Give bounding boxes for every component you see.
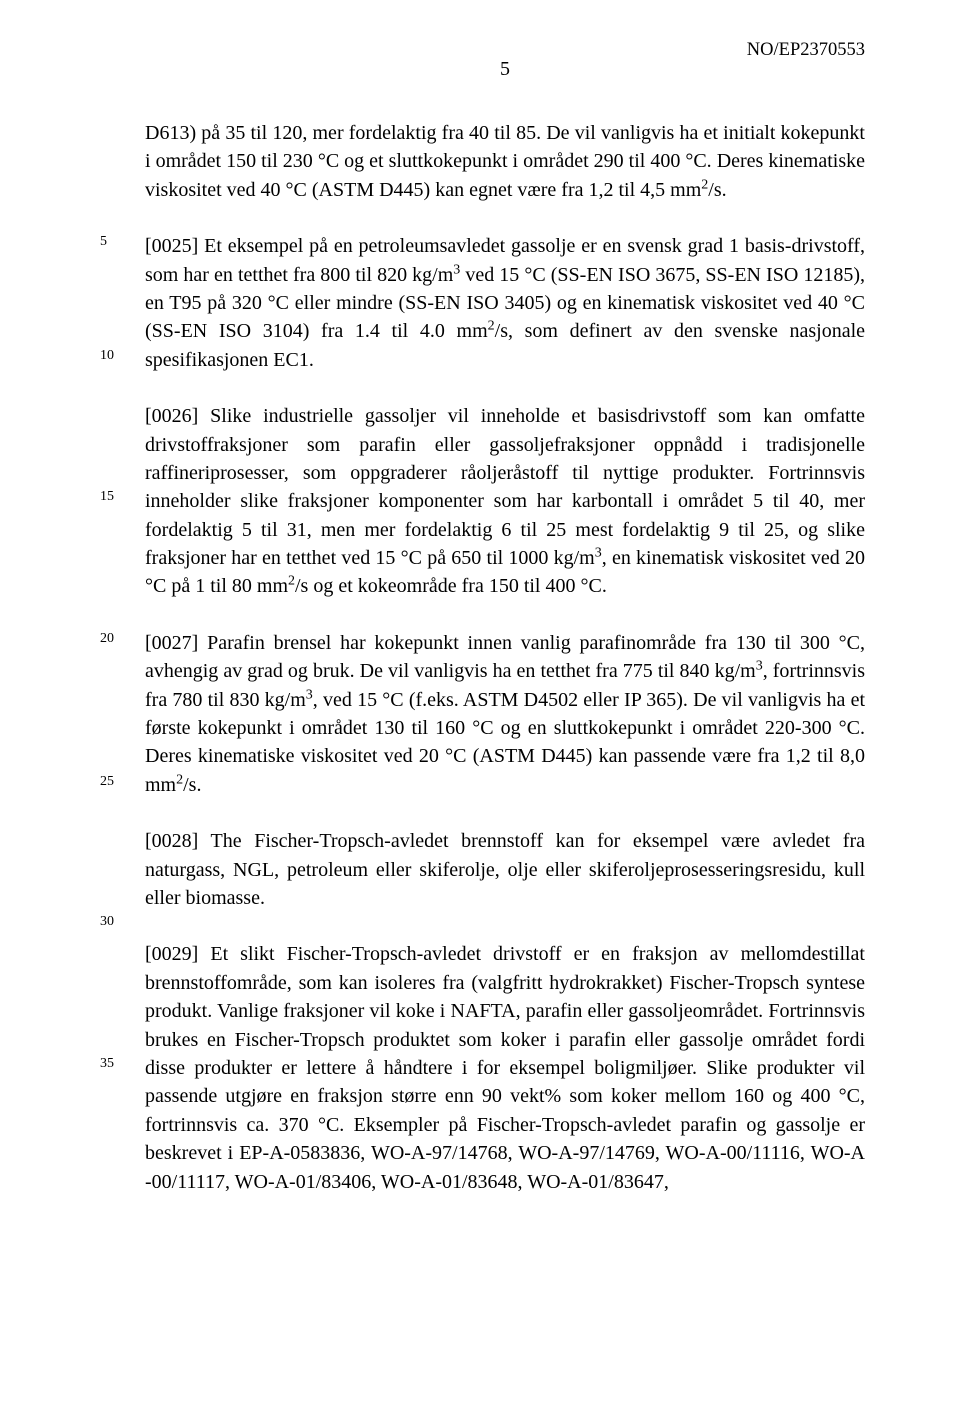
text: [0028] The Fischer-Tropsch-avledet brenn…	[145, 830, 865, 909]
paragraph-3: [0026] Slike industrielle gassoljer vil …	[145, 402, 865, 601]
line-number: 15	[100, 487, 114, 507]
superscript: 3	[306, 687, 313, 702]
text: [0029] Et slikt Fischer-Tropsch-avledet …	[145, 943, 865, 1192]
paragraph-5: [0028] The Fischer-Tropsch-avledet brenn…	[145, 827, 865, 912]
text: [0026] Slike industrielle gassoljer vil …	[145, 405, 865, 569]
document-page: NO/EP2370553 5 D613) på 35 til 120, mer …	[0, 0, 960, 1428]
paragraph-6: [0029] Et slikt Fischer-Tropsch-avledet …	[145, 940, 865, 1196]
text: D613) på 35 til 120, mer fordelaktig fra…	[145, 122, 865, 201]
paragraph-4: [0027] Parafin brensel har kokepunkt inn…	[145, 629, 865, 799]
text: /s og et kokeområde fra 150 til 400 °C.	[295, 575, 607, 597]
superscript: 2	[488, 319, 495, 334]
line-number: 30	[100, 912, 114, 932]
paragraph-1: D613) på 35 til 120, mer fordelaktig fra…	[145, 119, 865, 204]
line-number: 10	[100, 346, 114, 366]
line-number: 5	[100, 232, 107, 252]
paragraph-2: [0025] Et eksempel på en petroleumsavled…	[145, 232, 865, 374]
text: /s.	[183, 774, 201, 796]
superscript: 3	[595, 545, 602, 560]
text: /s.	[708, 179, 726, 201]
page-number: 5	[145, 58, 865, 81]
document-id: NO/EP2370553	[747, 40, 865, 61]
line-number: 20	[100, 629, 114, 649]
superscript: 2	[288, 574, 295, 589]
line-number: 25	[100, 772, 114, 792]
text: [0027] Parafin brensel har kokepunkt inn…	[145, 632, 865, 682]
line-number: 35	[100, 1054, 114, 1074]
superscript: 3	[756, 659, 763, 674]
